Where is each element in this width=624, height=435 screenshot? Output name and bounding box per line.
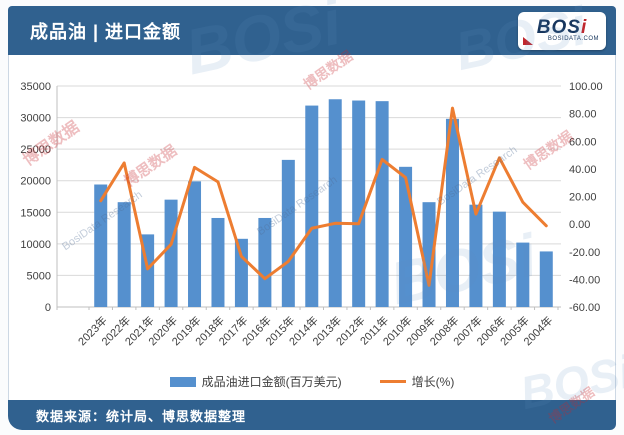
left-axis-label: 10000 [20, 239, 51, 251]
bar-2011年 [375, 101, 389, 307]
bar-series-swatch-icon [169, 376, 196, 387]
bar-2008年 [445, 118, 459, 307]
legend-item-import-amount: 成品油进口金额(百万美元) [169, 373, 342, 390]
right-axis-label: 100.00 [569, 81, 603, 93]
growth-line [99, 106, 548, 287]
bar-2022年 [117, 202, 131, 307]
bar-2006年 [492, 211, 506, 307]
left-axis-label: 25000 [20, 144, 51, 156]
bosi-logo: BOSi BOSIDATA.COM [518, 11, 606, 50]
legend-label-bars: 成品油进口金额(百万美元) [201, 375, 342, 389]
bar-2018年 [211, 217, 225, 307]
bar-2005年 [516, 242, 530, 307]
bar-2020年 [164, 199, 178, 307]
bar-2007年 [469, 204, 483, 307]
bar-2015年 [281, 159, 295, 307]
bar-2023年 [94, 184, 108, 307]
data-source-text: 数据来源：统计局、博思数据整理 [36, 408, 247, 424]
bar-2019年 [188, 181, 202, 307]
chart-area: 0 5000 10000 15000 20000 25000 30000 35000 -60.0… [8, 55, 616, 401]
page-title: 成品油 | 进口金额 [30, 21, 182, 42]
logo-triangle-icon [523, 36, 533, 45]
right-axis-label: -20.00 [569, 247, 600, 259]
bar-2010年 [399, 166, 413, 307]
left-axis-label: 15000 [20, 207, 51, 219]
bar-2004年 [539, 251, 553, 307]
right-axis-label: -60.00 [569, 302, 600, 314]
left-axis-label: 30000 [20, 113, 51, 125]
footer-bar: 数据来源：统计局、博思数据整理 [8, 400, 616, 430]
bar-2014年 [305, 105, 319, 308]
right-axis-label: 80.00 [569, 109, 597, 121]
left-axis-label: 35000 [20, 81, 51, 93]
chart-legend: 成品油进口金额(百万美元) 增长(%) [9, 373, 615, 390]
bar-2016年 [258, 217, 272, 307]
bar-2013年 [328, 99, 342, 307]
left-axis-label: 0 [45, 302, 51, 314]
legend-label-line: 增长(%) [411, 375, 455, 389]
logo-subtext: BOSIDATA.COM [547, 36, 599, 42]
bar-2012年 [352, 100, 366, 307]
right-axis-label: 0.00 [569, 219, 590, 231]
left-axis-label: 5000 [27, 270, 51, 282]
bar-2009年 [422, 202, 436, 307]
right-axis-label: 60.00 [569, 136, 597, 148]
line-series-swatch-icon [379, 380, 406, 383]
logo-text: BOSi [536, 17, 588, 38]
bar-2017年 [234, 238, 248, 307]
right-axis-label: 20.00 [569, 192, 597, 204]
legend-item-growth: 增长(%) [379, 373, 455, 390]
chart-svg: 0 5000 10000 15000 20000 25000 30000 35000 -60.0… [20, 81, 603, 348]
left-axis-label: 20000 [20, 176, 51, 188]
right-axis-label: 40.00 [569, 164, 597, 176]
right-axis-label: -40.00 [569, 274, 600, 286]
header-bar: 成品油 | 进口金额 BOSi BOSIDATA.COM [8, 6, 616, 55]
